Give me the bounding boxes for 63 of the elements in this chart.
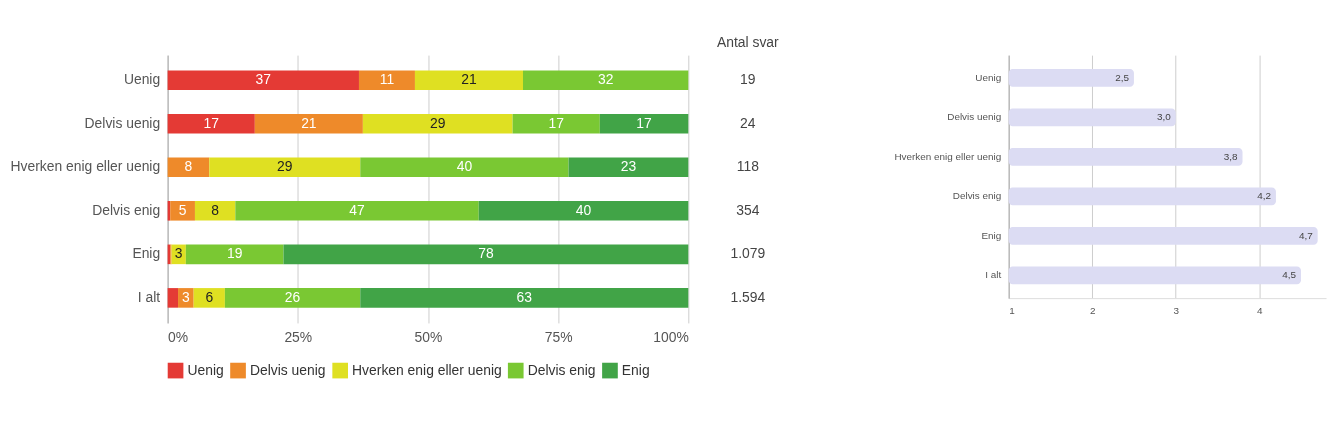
data-label: 21 — [301, 114, 317, 131]
data-label: 2,5 — [1115, 71, 1130, 83]
data-label: 29 — [277, 158, 293, 175]
data-label: 17 — [548, 114, 565, 131]
data-label: 8 — [211, 201, 220, 218]
legend-label: Hverken enig eller uenig — [352, 361, 502, 378]
data-label: 40 — [575, 201, 592, 218]
text: 19 — [740, 71, 756, 88]
data-label: 5 — [178, 201, 187, 218]
data-label: 8 — [184, 158, 193, 175]
data-label: 17 — [203, 114, 220, 131]
y-tick-label: I alt — [985, 269, 1002, 281]
data-label: 78 — [478, 245, 494, 262]
x-tick-label: 50% — [414, 329, 443, 346]
data-label: 3,0 — [1156, 111, 1172, 123]
data-label: 40 — [456, 158, 473, 175]
y-tick-label: Hverken enig eller uenig — [10, 158, 161, 175]
y-tick-label: Uenig — [123, 71, 161, 88]
y-tick-label: Hverken enig eller uenig — [894, 150, 1002, 162]
data-label: 4,7 — [1298, 229, 1314, 241]
y-tick-label: Enig — [132, 245, 161, 262]
data-label: 32 — [597, 71, 614, 88]
data-label: 4,2 — [1257, 190, 1272, 202]
legend-label: Delvis enig — [527, 361, 596, 378]
legend-label: Delvis uenig — [249, 361, 326, 378]
x-tick-label: 1 — [1009, 305, 1016, 317]
data-label: 47 — [349, 201, 366, 218]
text: 24 — [740, 114, 756, 131]
data-label: 3 — [181, 288, 190, 305]
data-label: 37 — [255, 71, 272, 88]
x-tick-label: 100% — [653, 329, 689, 346]
y-tick-label: Uenig — [975, 71, 1002, 83]
data-label: 19 — [226, 245, 243, 262]
legend-label: Enig — [621, 361, 650, 378]
data-label: 3,8 — [1223, 150, 1239, 162]
x-tick-label: 0% — [168, 329, 189, 346]
x-tick-label: 4 — [1256, 305, 1263, 317]
legend-label: Uenig — [187, 361, 224, 378]
data-label: 6 — [205, 288, 214, 305]
data-label: 63 — [516, 288, 533, 305]
data-label: 21 — [461, 71, 477, 88]
data-label: 3 — [174, 245, 183, 262]
y-tick-label: Enig — [981, 229, 1002, 241]
x-tick-label: 25% — [284, 329, 313, 346]
data-label: 4,5 — [1282, 269, 1297, 281]
text: 354 — [736, 201, 760, 218]
text: 118 — [736, 158, 760, 175]
data-label: 17 — [636, 114, 653, 131]
text: 1.079 — [730, 245, 766, 262]
y-tick-label: Delvis enig — [952, 190, 1002, 202]
y-tick-label: I alt — [137, 288, 161, 305]
y-tick-label: Delvis uenig — [84, 114, 161, 131]
x-tick-label: 75% — [544, 329, 573, 346]
x-tick-label: 2 — [1089, 305, 1096, 317]
text: Antal svar — [716, 34, 780, 51]
text: 1.594 — [730, 288, 766, 305]
data-label: 26 — [284, 288, 301, 305]
y-tick-label: Delvis uenig — [947, 111, 1002, 123]
x-tick-label: 3 — [1173, 305, 1180, 317]
data-label: 11 — [379, 71, 395, 88]
y-tick-label: Delvis enig — [92, 201, 161, 218]
data-label: 29 — [430, 114, 446, 131]
data-label: 23 — [620, 158, 637, 175]
